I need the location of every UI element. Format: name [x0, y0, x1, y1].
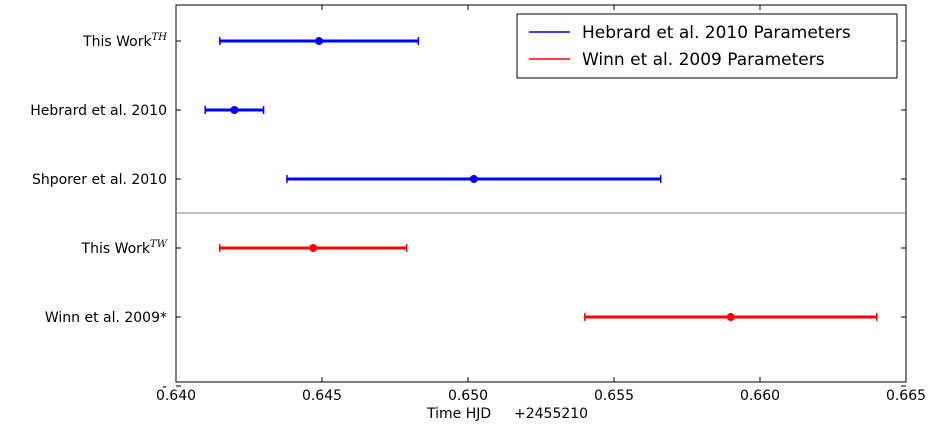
y-tick-label: This WorkTH: [82, 32, 167, 50]
x-axis-label: Time HJD: [426, 406, 491, 422]
x-axis-offset: +2455210: [514, 406, 588, 422]
y-axis: This WorkTH Hebrard et al. 2010 Shporer et…: [30, 32, 906, 395]
y-tick-label: This WorkTW: [81, 239, 168, 257]
x-tick-label: 0.660: [740, 388, 780, 404]
x-tick-label: 0.665: [886, 388, 926, 404]
x-axis: 0.640 0.645 0.650 0.655 0.660 0.665: [156, 5, 926, 404]
data-point: [230, 106, 239, 114]
y-tick-label: Shporer et al. 2010: [32, 172, 167, 188]
data-point: [309, 244, 318, 252]
data-points: [204, 37, 878, 321]
y-tick-label: Hebrard et al. 2010: [30, 103, 167, 119]
x-tick-label: 0.655: [594, 388, 634, 404]
legend-label-winn: Winn et al. 2009 Parameters: [582, 50, 825, 70]
x-tick-label: 0.645: [302, 388, 342, 404]
y-tick-label-empty: -: [162, 379, 167, 395]
legend-box: [516, 13, 898, 79]
legend-label-hebrard: Hebrard et al. 2010 Parameters: [582, 23, 851, 43]
data-point: [726, 313, 735, 321]
y-tick-label: Winn et al. 2009*: [45, 310, 167, 326]
legend: Hebrard et al. 2010 Parameters Winn et a…: [516, 13, 898, 79]
x-tick-label: 0.640: [156, 388, 196, 404]
data-point: [315, 37, 324, 45]
x-tick-label: 0.650: [448, 388, 488, 404]
data-point: [469, 175, 478, 183]
